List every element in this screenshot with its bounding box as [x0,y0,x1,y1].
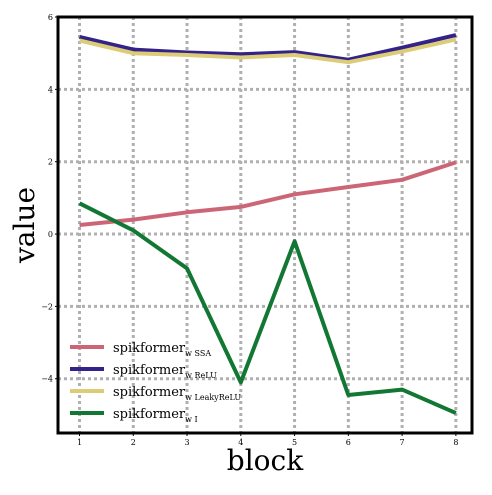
series-line-2 [79,33,457,62]
series-line-4 [78,201,457,415]
legend-label: spikformerw ReLU [113,363,217,380]
y-tick-label: 0 [48,230,53,239]
x-tick-label: 6 [346,438,351,447]
series-lines [78,33,457,415]
y-tick-label: −4 [41,375,53,384]
series-line-3 [79,37,457,65]
legend: spikformerw SSA spikformerw ReLU spikforme… [70,341,241,424]
legend-label: spikformerw I [113,407,198,424]
y-tick-label: 2 [48,158,53,167]
x-tick-label: 3 [184,438,189,447]
tick-labels: 1 2 3 4 5 6 7 8 −4 −2 0 2 4 6 [41,13,458,447]
y-tick-label: 4 [48,85,53,94]
y-tick-label: −2 [41,302,53,311]
series-line-1 [79,160,457,227]
y-tick-label: 6 [48,13,53,22]
x-tick-label: 5 [292,438,297,447]
legend-label: spikformerw SSA [113,341,211,358]
x-tick-label: 1 [77,438,82,447]
x-tick-label: 4 [238,438,243,447]
x-tick-label: 8 [453,438,458,447]
y-axis-label: value [8,187,41,264]
legend-label: spikformerw LeakyReLU [113,385,241,402]
x-axis-label: block [227,444,304,477]
plot-frame [56,15,474,435]
x-tick-label: 2 [131,438,136,447]
x-tick-label: 7 [400,438,405,447]
